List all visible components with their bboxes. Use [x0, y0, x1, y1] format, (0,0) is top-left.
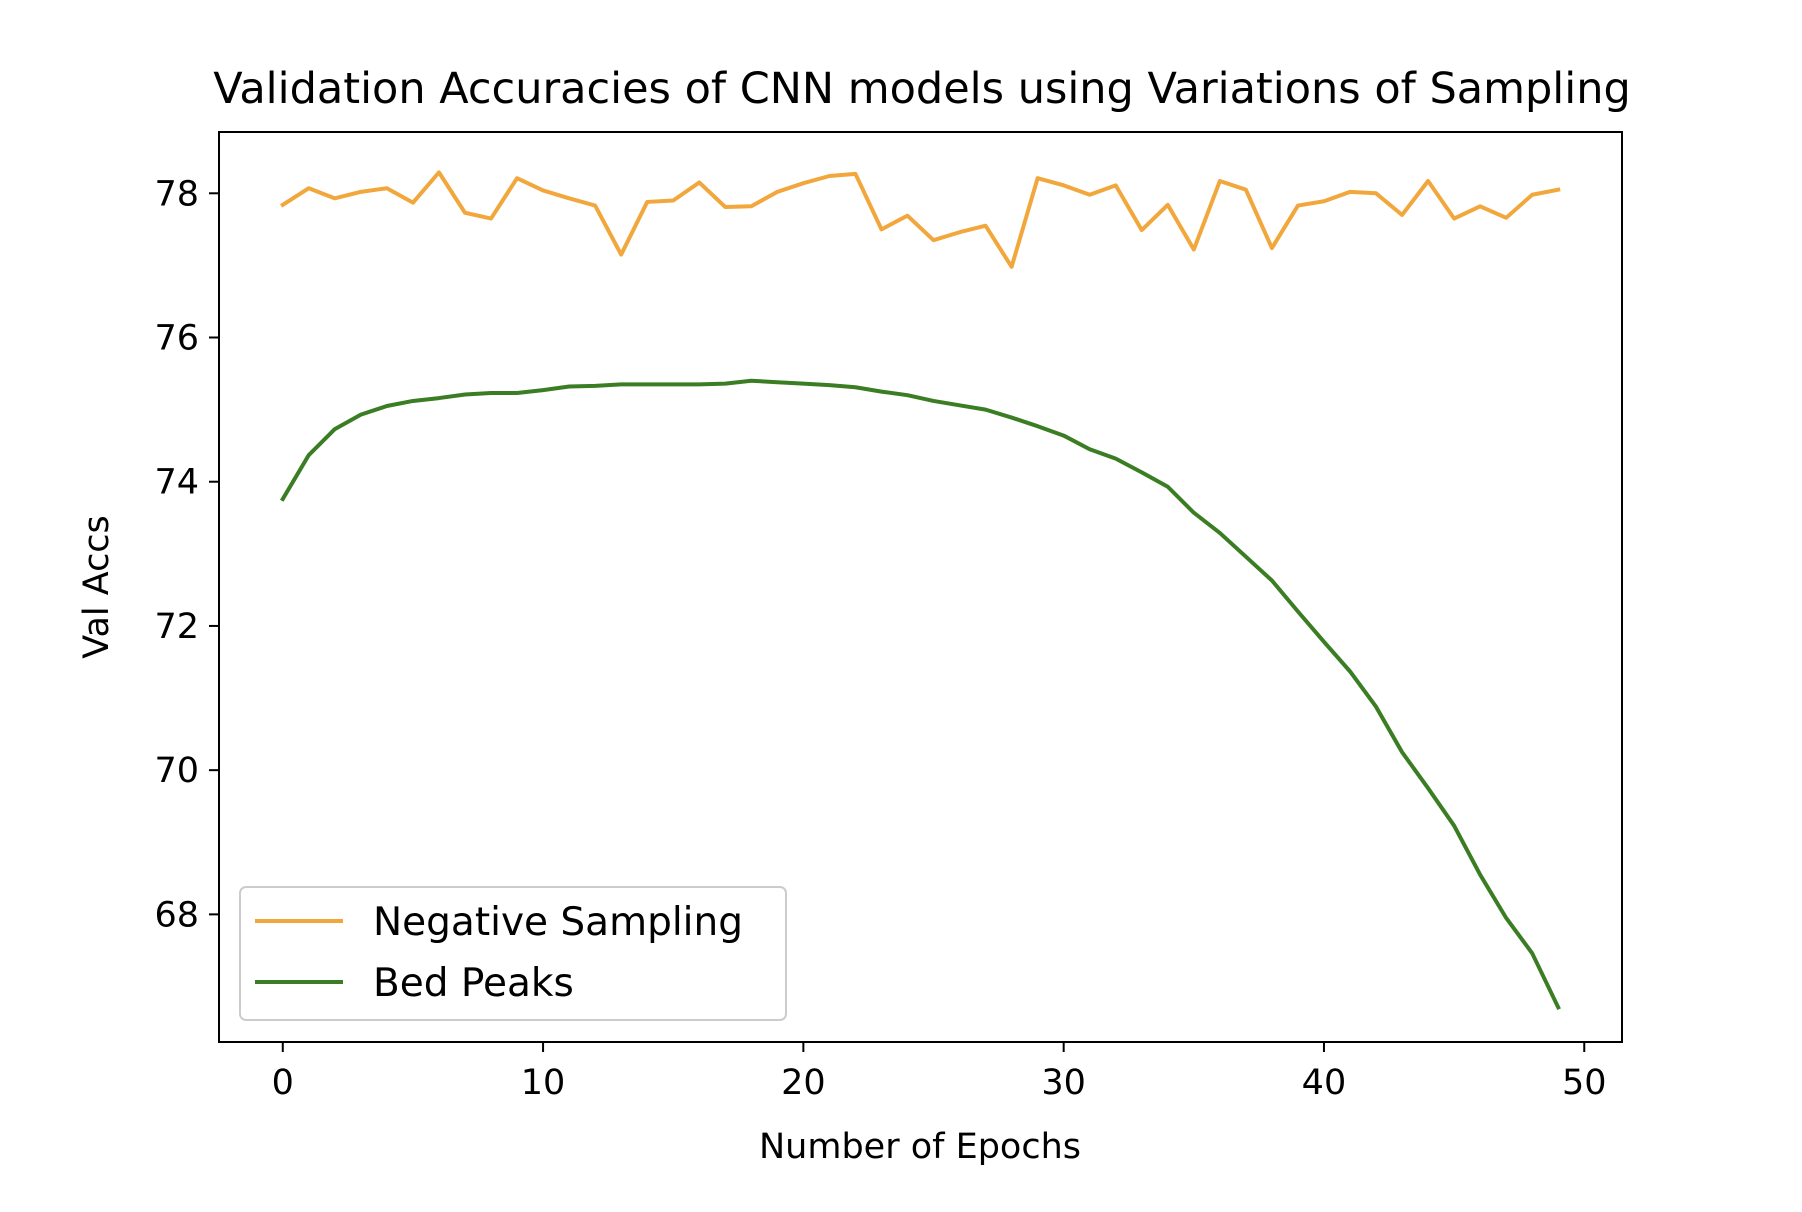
x-axis-ticks: 0 10 20 30 40 50 — [272, 1042, 1607, 1103]
y-tick-label: 68 — [154, 895, 199, 935]
x-tick-label: 0 — [272, 1063, 294, 1103]
y-tick-label: 76 — [154, 319, 199, 359]
x-axis-label: Number of Epochs — [759, 1127, 1081, 1167]
y-tick-label: 74 — [154, 463, 199, 503]
x-tick-label: 20 — [781, 1063, 826, 1103]
y-tick-label: 70 — [154, 751, 199, 791]
x-tick-label: 30 — [1041, 1063, 1086, 1103]
series-line-negative-sampling — [280, 170, 1561, 269]
y-tick-label: 72 — [154, 607, 199, 647]
y-axis-ticks: 68 70 72 74 76 78 — [154, 174, 219, 935]
x-tick-label: 40 — [1302, 1063, 1347, 1103]
x-tick-label: 50 — [1562, 1063, 1607, 1103]
legend-box — [239, 886, 787, 1021]
legend: Negative Sampling Bed Peaks — [239, 886, 787, 1021]
x-tick-label: 10 — [521, 1063, 566, 1103]
chart-title: Validation Accuracies of CNN models usin… — [213, 64, 1631, 114]
series-layer — [280, 170, 1561, 1011]
y-tick-label: 78 — [154, 174, 199, 214]
series-line-bed-peaks — [280, 378, 1561, 1011]
legend-label-negative-sampling: Negative Sampling — [373, 900, 743, 945]
legend-label-bed-peaks: Bed Peaks — [373, 961, 574, 1006]
plot-frame — [218, 131, 1623, 1043]
y-axis-label: Val Accs — [77, 515, 117, 659]
